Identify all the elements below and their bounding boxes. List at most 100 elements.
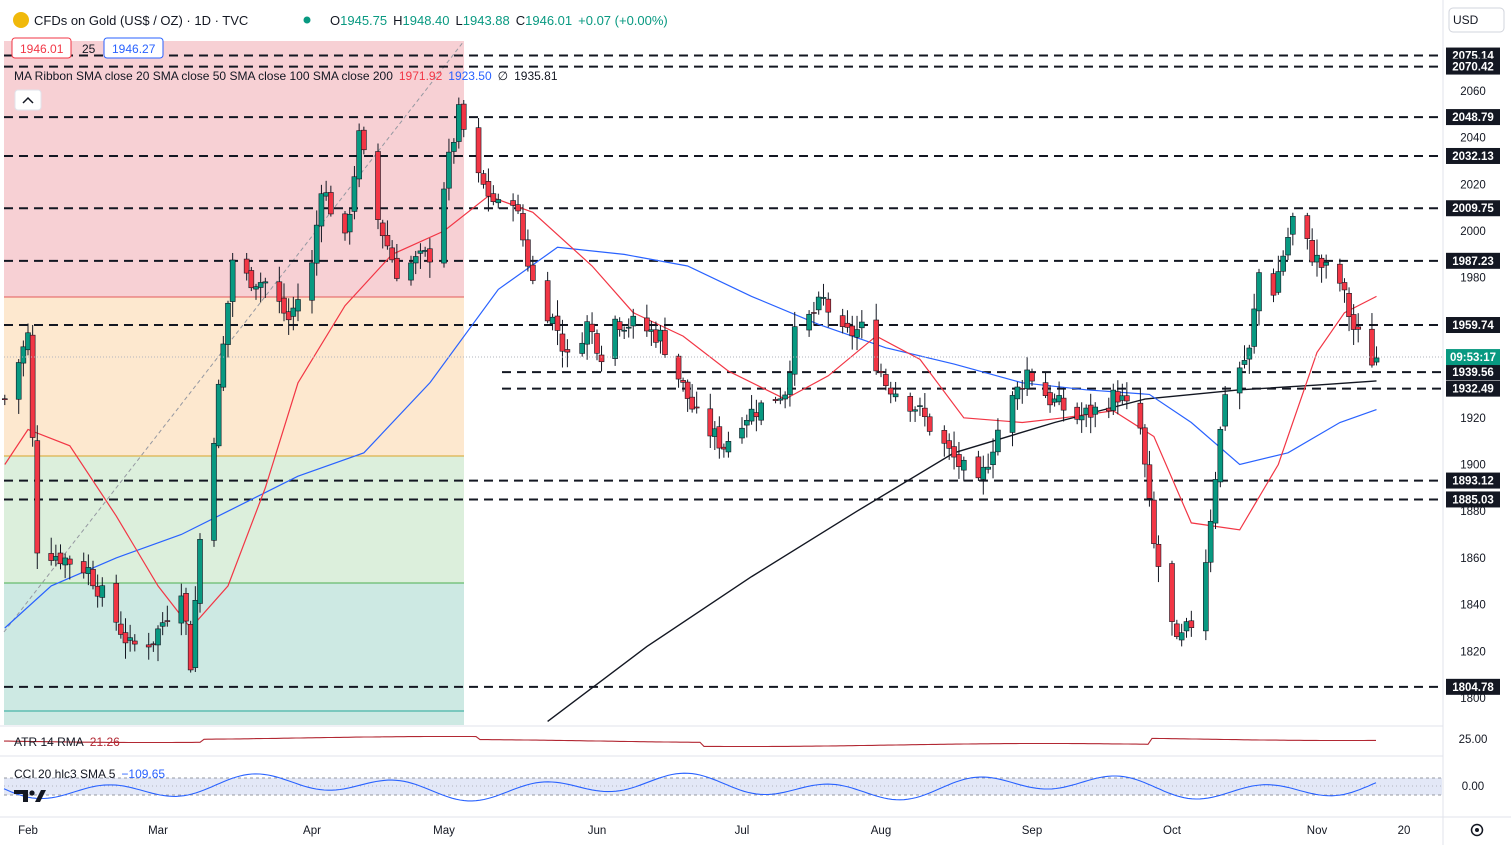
candle-body	[811, 312, 817, 314]
candle-body	[1183, 621, 1190, 632]
level-label-bg-3	[1446, 147, 1500, 164]
candle-body	[1137, 402, 1144, 429]
candle-body	[716, 426, 723, 449]
chevron-up-icon	[22, 96, 34, 104]
tradingview-logo	[14, 790, 46, 802]
candle-body	[951, 446, 957, 458]
price-tick-11: 2020	[1460, 179, 1486, 191]
candle-body	[873, 319, 880, 372]
candle-body	[815, 296, 822, 311]
candle-body	[564, 349, 571, 353]
level-label-bg-10	[1446, 491, 1500, 508]
candle-body	[772, 399, 779, 401]
candle-body	[1014, 386, 1021, 400]
candle-body	[1203, 562, 1209, 632]
svg-text:CCI 20 hlc3 SMA 5−109.65: CCI 20 hlc3 SMA 5 −109.65	[14, 767, 165, 781]
candle-body	[485, 181, 492, 197]
candle-body	[612, 318, 618, 359]
candle-body	[579, 342, 585, 354]
candle-body	[707, 408, 714, 437]
candle-body	[849, 325, 856, 337]
candle-body	[525, 239, 531, 267]
candle-body	[408, 262, 414, 281]
price-tick-12: 2040	[1460, 133, 1486, 145]
candle-body	[1346, 293, 1352, 317]
buy-button[interactable]	[103, 37, 164, 59]
candle-body	[621, 329, 627, 332]
atr-label: ATR 14 RMA	[14, 735, 84, 749]
candle-body	[1174, 623, 1180, 637]
candle-body	[1355, 326, 1362, 330]
candle-body	[1146, 464, 1153, 499]
level-label-bg-4	[1446, 200, 1500, 217]
atr-legend[interactable]: ATR 14 RMA 21.26	[14, 735, 120, 749]
candle-body	[1337, 263, 1343, 284]
cci-value: −109.65	[121, 767, 165, 781]
candle-body	[57, 552, 64, 565]
candle-body	[1236, 367, 1243, 394]
candle-body	[549, 316, 556, 325]
price-axis[interactable]: 1800182018401860188019001920194019601980…	[1442, 0, 1511, 845]
candle-body	[1246, 347, 1253, 360]
candle-body	[145, 644, 152, 648]
candle-body	[956, 454, 962, 467]
price-tick-9: 1980	[1460, 273, 1486, 285]
sma20-line	[4, 195, 1377, 629]
candle-body	[1, 398, 8, 400]
candle-body	[559, 333, 566, 352]
collapse-legend-button[interactable]	[14, 89, 42, 111]
candle-body	[475, 127, 482, 174]
sell-button[interactable]	[11, 37, 72, 59]
candle-body	[758, 402, 764, 421]
moving-averages	[4, 195, 1377, 722]
time-tick-1: Mar	[148, 825, 168, 837]
candle-body	[680, 380, 686, 383]
candle-body	[530, 264, 536, 281]
candle-body	[446, 151, 452, 189]
candle-body	[441, 188, 447, 264]
candle-body	[361, 129, 367, 151]
close-value: 1946.01	[525, 13, 572, 28]
sma20-value: 1971.92	[399, 69, 443, 83]
candle-body	[961, 459, 967, 471]
sma200-value: 1935.81	[514, 69, 558, 83]
candle-body	[1169, 563, 1175, 622]
candle-body	[1241, 360, 1248, 365]
time-tick-6: Aug	[871, 825, 891, 837]
candle-body	[787, 372, 793, 395]
candle-body	[229, 259, 236, 302]
candle-body	[412, 256, 419, 264]
symbol-title[interactable]: CFDs on Gold (US$ / OZ) · 1D · TVC	[34, 13, 248, 28]
cci-legend[interactable]: CCI 20 hlc3 SMA 5 −109.65	[14, 767, 165, 781]
candle-body	[1314, 254, 1320, 263]
candle-body	[990, 451, 996, 466]
candle-body	[427, 248, 433, 263]
candle-body	[584, 321, 590, 345]
candle-body	[926, 416, 933, 432]
candle-body	[739, 427, 745, 439]
candle-body	[164, 620, 171, 622]
candle-body	[1222, 394, 1228, 427]
candle-body	[215, 383, 222, 447]
level-label-9: 1893.12	[1452, 476, 1494, 488]
candle-body	[554, 315, 561, 331]
candle-body	[1323, 261, 1329, 266]
candle-body	[1092, 406, 1099, 415]
candle-body	[155, 628, 161, 646]
candle-body	[887, 387, 894, 395]
candle-body	[417, 250, 424, 254]
time-tick-0: Feb	[18, 825, 38, 837]
chart-settings-icon[interactable]	[1470, 823, 1484, 837]
cci-line	[3, 772, 1377, 802]
candle-body	[281, 297, 287, 314]
time-axis[interactable]: Feb Mar Apr May Jun Jul Aug Sep Oct Nov 20	[18, 825, 1410, 837]
ma-ribbon-legend[interactable]: MA Ribbon SMA close 20 SMA close 50 SMA …	[14, 69, 558, 83]
currency-button[interactable]: USD	[1448, 7, 1505, 33]
time-tick-8: Oct	[1163, 825, 1182, 837]
candle-body	[980, 466, 987, 480]
candle-body	[253, 286, 259, 290]
level-label-bg-9	[1446, 472, 1500, 489]
level-label-bg-1	[1446, 58, 1500, 75]
candle-body	[975, 456, 982, 479]
candle-body	[480, 173, 487, 185]
